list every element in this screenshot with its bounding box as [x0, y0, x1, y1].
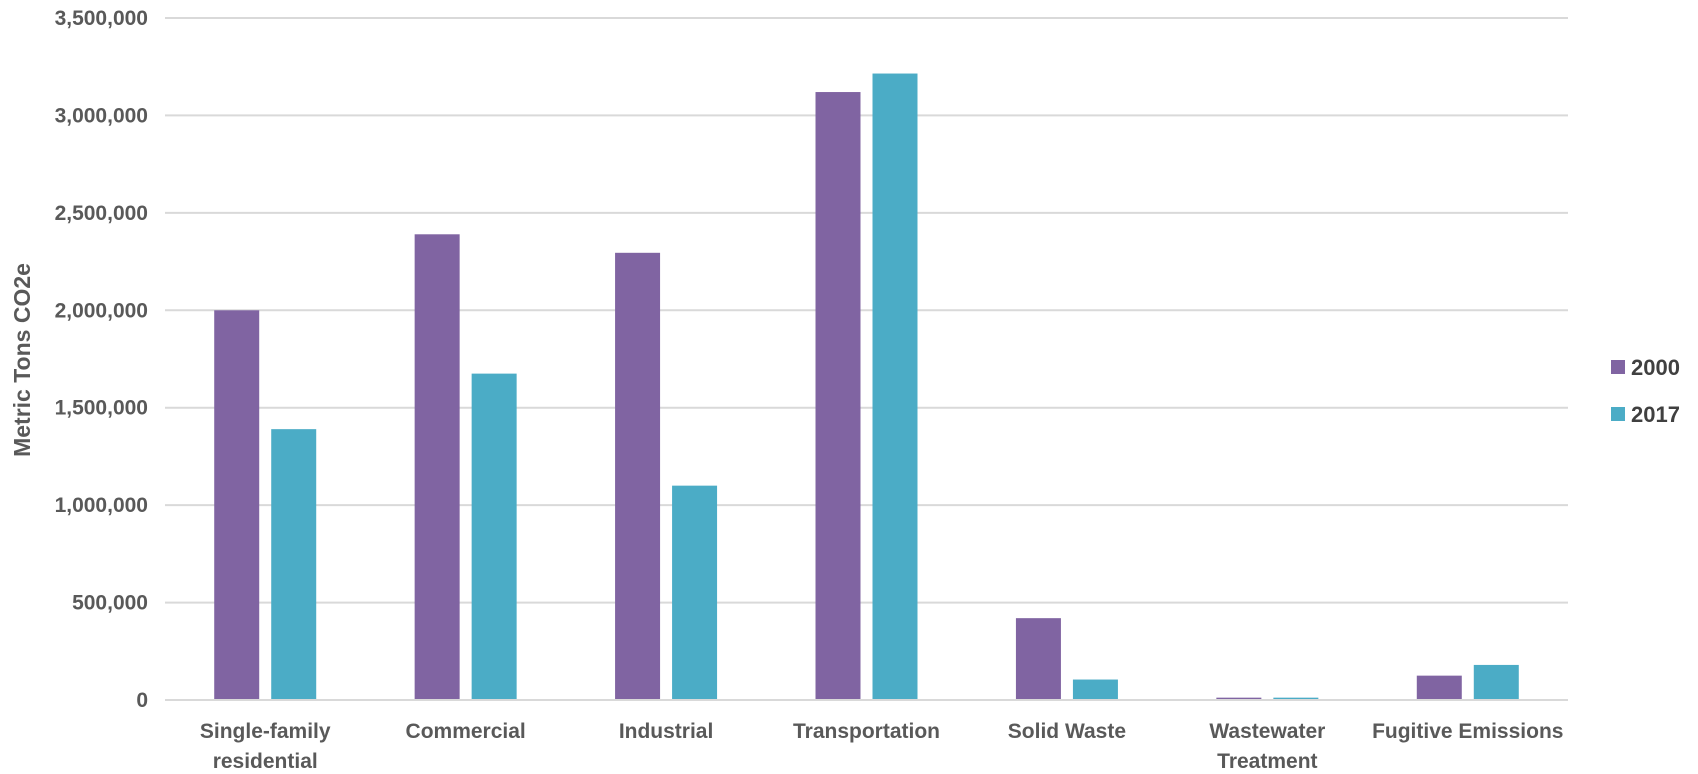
legend-label-2000: 2000 — [1631, 355, 1680, 380]
x-category-label: Industrial — [619, 720, 714, 743]
legend-swatch-2017 — [1611, 407, 1625, 421]
y-tick-label: 500,000 — [72, 592, 148, 615]
bar-2000-2 — [615, 252, 661, 700]
x-category-label: Solid Waste — [1008, 720, 1126, 743]
bar-2017-3 — [872, 73, 918, 700]
x-category-label: Fugitive Emissions — [1372, 720, 1563, 743]
bars — [214, 73, 1519, 700]
y-tick-label: 1,000,000 — [55, 494, 148, 517]
bar-2017-5 — [1273, 697, 1319, 700]
y-axis-tick-labels: 0 500,000 1,000,000 1,500,000 2,000,000 2,500… — [55, 7, 148, 712]
bar-2000-3 — [815, 92, 861, 700]
bar-2017-4 — [1072, 679, 1118, 700]
bar-2017-0 — [271, 429, 317, 700]
gridlines — [165, 17, 1568, 604]
bar-2017-6 — [1473, 664, 1519, 700]
y-tick-label: 2,500,000 — [55, 202, 148, 225]
legend-swatch-2000 — [1611, 360, 1625, 374]
x-category-label: Commercial — [406, 720, 526, 743]
bar-2000-6 — [1416, 675, 1462, 700]
y-tick-label: 0 — [136, 689, 148, 712]
bar-2000-5 — [1216, 697, 1262, 700]
x-axis-category-labels: Single-family residential Commercial Indust… — [200, 720, 1564, 773]
bar-2000-4 — [1015, 618, 1061, 700]
x-category-label: Wastewater Treatment — [1209, 720, 1325, 773]
y-tick-label: 1,500,000 — [55, 397, 148, 420]
x-category-label: Transportation — [793, 720, 940, 743]
legend-label-2017: 2017 — [1631, 402, 1680, 427]
bar-2000-1 — [414, 234, 460, 700]
y-tick-label: 3,000,000 — [55, 104, 148, 127]
y-axis-title: Metric Tons CO2e — [9, 263, 35, 457]
bar-2000-0 — [214, 310, 260, 700]
x-category-label: Single-family residential — [200, 720, 331, 773]
bar-2017-1 — [471, 373, 517, 700]
bar-2017-2 — [672, 485, 718, 700]
y-tick-label: 2,000,000 — [55, 299, 148, 322]
legend: 2000 2017 — [1611, 355, 1680, 427]
y-tick-label: 3,500,000 — [55, 7, 148, 30]
